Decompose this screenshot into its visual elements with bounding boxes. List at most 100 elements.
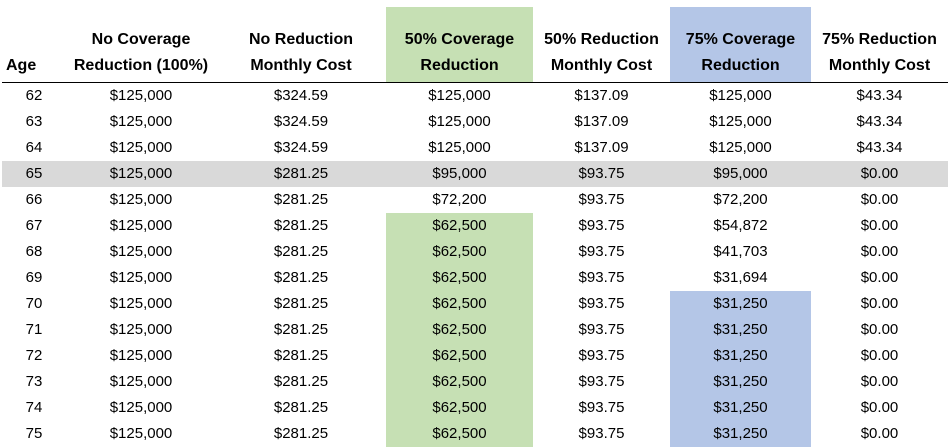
coverage-50-reduction-cell[interactable]: $62,500 (386, 317, 533, 343)
coverage-75-reduction-cell[interactable]: $125,000 (670, 83, 811, 110)
reduction-75-monthly-cost-cell[interactable]: $0.00 (811, 239, 948, 265)
coverage-50-reduction-cell[interactable]: $95,000 (386, 161, 533, 187)
no-reduction-monthly-cost-cell[interactable]: $281.25 (216, 187, 386, 213)
coverage-50-reduction-cell[interactable]: $62,500 (386, 343, 533, 369)
reduction-75-monthly-cost-cell[interactable]: $0.00 (811, 291, 948, 317)
coverage-50-reduction-cell[interactable]: $72,200 (386, 187, 533, 213)
no-coverage-reduction-cell[interactable]: $125,000 (66, 291, 216, 317)
age-cell[interactable]: 66 (2, 187, 66, 213)
no-coverage-reduction-cell[interactable]: $125,000 (66, 213, 216, 239)
no-reduction-monthly-cost-cell[interactable]: $281.25 (216, 291, 386, 317)
reduction-50-monthly-cost-cell[interactable]: $93.75 (533, 213, 670, 239)
coverage-75-reduction-cell[interactable]: $41,703 (670, 239, 811, 265)
no-coverage-reduction-cell[interactable]: $125,000 (66, 239, 216, 265)
age-cell[interactable]: 62 (2, 83, 66, 110)
age-cell[interactable]: 67 (2, 213, 66, 239)
age-cell[interactable]: 68 (2, 239, 66, 265)
coverage-75-reduction-cell[interactable]: $31,250 (670, 291, 811, 317)
reduction-75-monthly-cost-cell[interactable]: $43.34 (811, 83, 948, 110)
age-cell[interactable]: 71 (2, 317, 66, 343)
reduction-50-monthly-cost-cell[interactable]: $93.75 (533, 265, 670, 291)
coverage-50-reduction-cell[interactable]: $125,000 (386, 83, 533, 110)
coverage-50-reduction-cell[interactable]: $125,000 (386, 109, 533, 135)
coverage-50-reduction-cell[interactable]: $62,500 (386, 395, 533, 421)
no-coverage-reduction-cell[interactable]: $125,000 (66, 395, 216, 421)
reduction-50-monthly-cost-cell[interactable]: $93.75 (533, 187, 670, 213)
coverage-50-reduction-cell[interactable]: $125,000 (386, 135, 533, 161)
coverage-50-reduction-cell[interactable]: $62,500 (386, 369, 533, 395)
no-reduction-monthly-cost-cell[interactable]: $281.25 (216, 239, 386, 265)
no-reduction-monthly-cost-cell[interactable]: $281.25 (216, 317, 386, 343)
reduction-75-monthly-cost-cell[interactable]: $0.00 (811, 421, 948, 447)
coverage-75-reduction-cell[interactable]: $125,000 (670, 135, 811, 161)
no-coverage-reduction-cell[interactable]: $125,000 (66, 343, 216, 369)
no-coverage-reduction-cell[interactable]: $125,000 (66, 135, 216, 161)
coverage-75-reduction-cell[interactable]: $72,200 (670, 187, 811, 213)
reduction-50-monthly-cost-cell[interactable]: $137.09 (533, 83, 670, 110)
reduction-75-monthly-cost-cell[interactable]: $0.00 (811, 317, 948, 343)
age-cell[interactable]: 64 (2, 135, 66, 161)
reduction-75-monthly-cost-cell[interactable]: $0.00 (811, 187, 948, 213)
age-cell[interactable]: 63 (2, 109, 66, 135)
reduction-50-monthly-cost-cell[interactable]: $93.75 (533, 161, 670, 187)
coverage-50-reduction-cell[interactable]: $62,500 (386, 213, 533, 239)
reduction-75-monthly-cost-cell[interactable]: $0.00 (811, 213, 948, 239)
age-cell[interactable]: 74 (2, 395, 66, 421)
reduction-75-monthly-cost-cell[interactable]: $43.34 (811, 109, 948, 135)
reduction-75-monthly-cost-cell[interactable]: $0.00 (811, 161, 948, 187)
reduction-50-monthly-cost-cell[interactable]: $137.09 (533, 109, 670, 135)
no-coverage-reduction-cell[interactable]: $125,000 (66, 187, 216, 213)
no-coverage-reduction-cell[interactable]: $125,000 (66, 161, 216, 187)
reduction-50-monthly-cost-cell[interactable]: $93.75 (533, 239, 670, 265)
coverage-75-reduction-cell[interactable]: $31,250 (670, 421, 811, 447)
no-reduction-monthly-cost-cell[interactable]: $324.59 (216, 83, 386, 110)
reduction-75-monthly-cost-cell[interactable]: $43.34 (811, 135, 948, 161)
no-reduction-monthly-cost-cell[interactable]: $281.25 (216, 265, 386, 291)
reduction-50-monthly-cost-cell[interactable]: $137.09 (533, 135, 670, 161)
reduction-75-monthly-cost-cell[interactable]: $0.00 (811, 395, 948, 421)
no-coverage-reduction-cell[interactable]: $125,000 (66, 109, 216, 135)
table-row: 71$125,000$281.25$62,500$93.75$31,250$0.… (2, 317, 948, 343)
coverage-75-reduction-cell[interactable]: $31,694 (670, 265, 811, 291)
reduction-50-monthly-cost-cell[interactable]: $93.75 (533, 395, 670, 421)
no-coverage-reduction-cell[interactable]: $125,000 (66, 317, 216, 343)
age-cell[interactable]: 73 (2, 369, 66, 395)
reduction-75-monthly-cost-cell[interactable]: $0.00 (811, 265, 948, 291)
coverage-50-reduction-cell[interactable]: $62,500 (386, 291, 533, 317)
no-reduction-monthly-cost-cell[interactable]: $281.25 (216, 369, 386, 395)
reduction-75-monthly-cost-cell[interactable]: $0.00 (811, 369, 948, 395)
no-reduction-monthly-cost-cell[interactable]: $281.25 (216, 343, 386, 369)
reduction-50-monthly-cost-cell[interactable]: $93.75 (533, 343, 670, 369)
coverage-75-reduction-cell[interactable]: $31,250 (670, 317, 811, 343)
coverage-75-reduction-cell[interactable]: $31,250 (670, 343, 811, 369)
coverage-75-reduction-cell[interactable]: $31,250 (670, 395, 811, 421)
reduction-50-monthly-cost-cell[interactable]: $93.75 (533, 317, 670, 343)
no-reduction-monthly-cost-cell[interactable]: $281.25 (216, 213, 386, 239)
coverage-75-reduction-cell[interactable]: $125,000 (670, 109, 811, 135)
coverage-75-reduction-cell[interactable]: $54,872 (670, 213, 811, 239)
reduction-50-monthly-cost-cell[interactable]: $93.75 (533, 421, 670, 447)
coverage-50-reduction-cell[interactable]: $62,500 (386, 239, 533, 265)
no-reduction-monthly-cost-cell[interactable]: $281.25 (216, 421, 386, 447)
age-cell[interactable]: 72 (2, 343, 66, 369)
reduction-50-monthly-cost-cell[interactable]: $93.75 (533, 369, 670, 395)
no-coverage-reduction-cell[interactable]: $125,000 (66, 421, 216, 447)
coverage-75-reduction-cell[interactable]: $31,250 (670, 369, 811, 395)
no-reduction-monthly-cost-cell[interactable]: $324.59 (216, 109, 386, 135)
no-reduction-monthly-cost-cell[interactable]: $281.25 (216, 395, 386, 421)
no-reduction-monthly-cost-cell[interactable]: $324.59 (216, 135, 386, 161)
reduction-75-monthly-cost-cell[interactable]: $0.00 (811, 343, 948, 369)
no-coverage-reduction-cell[interactable]: $125,000 (66, 83, 216, 110)
no-coverage-reduction-cell[interactable]: $125,000 (66, 265, 216, 291)
no-coverage-reduction-cell[interactable]: $125,000 (66, 369, 216, 395)
age-cell[interactable]: 75 (2, 421, 66, 447)
age-cell[interactable]: 70 (2, 291, 66, 317)
coverage-50-reduction-cell[interactable]: $62,500 (386, 265, 533, 291)
table-row: 73$125,000$281.25$62,500$93.75$31,250$0.… (2, 369, 948, 395)
coverage-50-reduction-cell[interactable]: $62,500 (386, 421, 533, 447)
no-reduction-monthly-cost-cell[interactable]: $281.25 (216, 161, 386, 187)
age-cell[interactable]: 69 (2, 265, 66, 291)
reduction-50-monthly-cost-cell[interactable]: $93.75 (533, 291, 670, 317)
age-cell[interactable]: 65 (2, 161, 66, 187)
coverage-75-reduction-cell[interactable]: $95,000 (670, 161, 811, 187)
